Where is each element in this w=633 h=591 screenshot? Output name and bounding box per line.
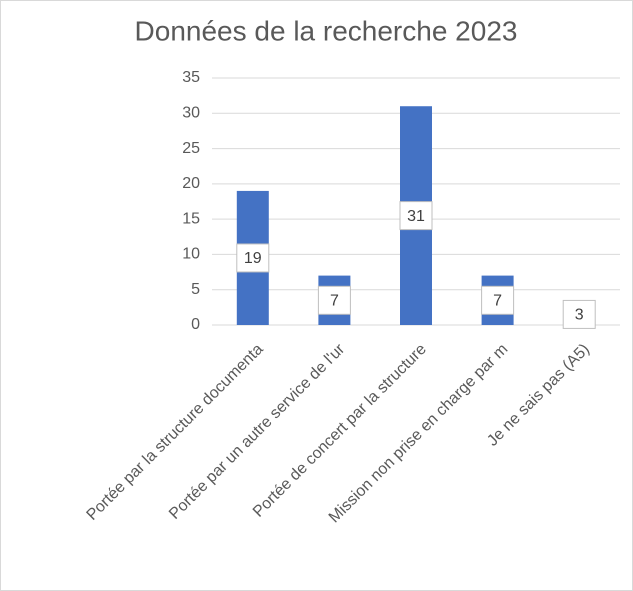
y-tick-label: 5 bbox=[191, 281, 200, 298]
data-label: 7 bbox=[330, 293, 339, 310]
y-tick-label: 15 bbox=[182, 210, 200, 227]
y-tick-label: 10 bbox=[182, 246, 200, 263]
y-tick-label: 20 bbox=[182, 175, 200, 192]
data-label-box bbox=[562, 299, 596, 329]
y-tick-label: 30 bbox=[182, 105, 200, 122]
data-label: 7 bbox=[493, 293, 502, 310]
data-label: 31 bbox=[407, 208, 425, 225]
data-label: 19 bbox=[244, 250, 262, 267]
chart-title: Données de la recherche 2023 bbox=[135, 15, 518, 46]
y-tick-label: 25 bbox=[182, 140, 200, 157]
y-tick-label: 0 bbox=[191, 316, 200, 333]
data-label-box bbox=[399, 201, 433, 231]
data-label-box bbox=[236, 243, 270, 273]
data-label: 3 bbox=[575, 307, 584, 324]
y-tick-label: 35 bbox=[182, 69, 200, 86]
data-label-box bbox=[317, 285, 351, 315]
data-label-box bbox=[481, 285, 515, 315]
